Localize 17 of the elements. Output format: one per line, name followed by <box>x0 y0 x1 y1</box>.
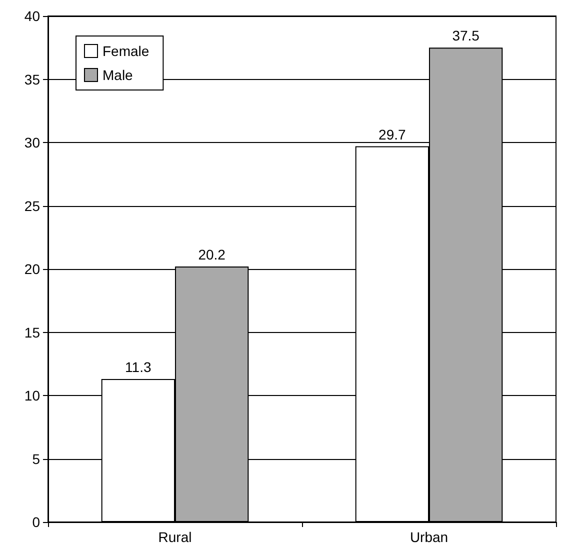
y-tick-label: 40 <box>24 8 40 24</box>
y-tick-label: 0 <box>32 514 40 530</box>
y-tick-label: 10 <box>24 388 40 404</box>
y-tick-label: 35 <box>24 71 40 88</box>
data-label: 20.2 <box>198 246 226 262</box>
x-tick-label: Urban <box>410 529 448 545</box>
data-label: 11.3 <box>125 359 152 376</box>
data-label: 37.5 <box>452 28 480 44</box>
legend-label: Male <box>102 67 134 83</box>
y-tick-label: 5 <box>32 450 40 467</box>
legend-label: Female <box>102 43 150 59</box>
y-tick-label: 30 <box>24 134 40 150</box>
x-tick-label: Rural <box>158 529 192 545</box>
y-tick-label: 20 <box>24 261 40 277</box>
y-tick-label: 15 <box>24 324 40 340</box>
y-tick-label: 25 <box>24 198 40 214</box>
data-label: 29.7 <box>378 126 406 142</box>
